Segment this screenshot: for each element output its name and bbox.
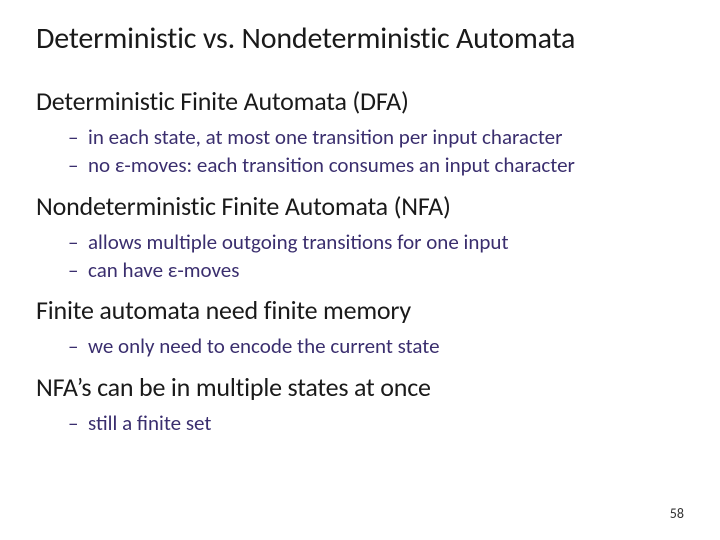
section-heading: Finite automata need finite memory bbox=[36, 294, 684, 326]
section-heading: Deterministic Finite Automata (DFA) bbox=[36, 85, 684, 117]
bullet-list: in each state, at most one transition pe… bbox=[68, 123, 684, 180]
bullet-item: can have ε-moves bbox=[68, 256, 684, 284]
section-heading: Nondeterministic Finite Automata (NFA) bbox=[36, 190, 684, 222]
bullet-item: in each state, at most one transition pe… bbox=[68, 123, 684, 151]
section-heading: NFA’s can be in multiple states at once bbox=[36, 371, 684, 403]
bullet-list: we only need to encode the current state bbox=[68, 332, 684, 360]
section-finite-memory: Finite automata need finite memory we on… bbox=[36, 294, 684, 360]
bullet-item: we only need to encode the current state bbox=[68, 332, 684, 360]
section-nfa: Nondeterministic Finite Automata (NFA) a… bbox=[36, 190, 684, 285]
section-dfa: Deterministic Finite Automata (DFA) in e… bbox=[36, 85, 684, 180]
slide-container: Deterministic vs. Nondeterministic Autom… bbox=[0, 0, 720, 437]
bullet-list: still a finite set bbox=[68, 409, 684, 437]
slide-title: Deterministic vs. Nondeterministic Autom… bbox=[36, 20, 684, 57]
page-number: 58 bbox=[670, 505, 684, 522]
section-multiple-states: NFA’s can be in multiple states at once … bbox=[36, 371, 684, 437]
bullet-item: no ε-moves: each transition consumes an … bbox=[68, 151, 684, 179]
bullet-item: still a finite set bbox=[68, 409, 684, 437]
bullet-item: allows multiple outgoing transitions for… bbox=[68, 228, 684, 256]
bullet-list: allows multiple outgoing transitions for… bbox=[68, 228, 684, 285]
